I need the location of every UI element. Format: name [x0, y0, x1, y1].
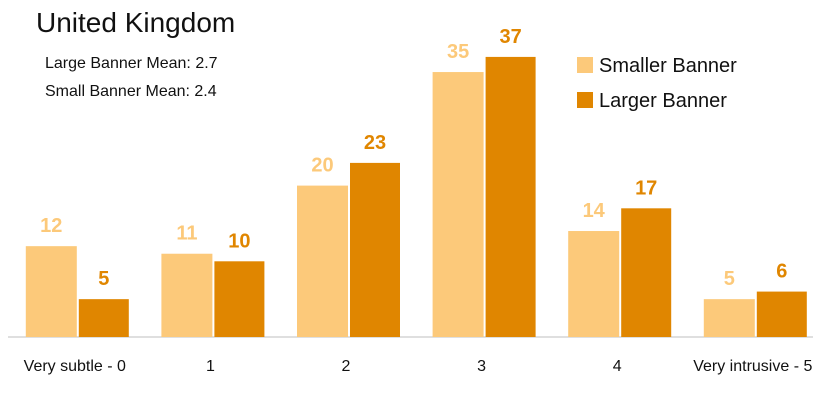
legend-swatch [577, 57, 593, 73]
chart-title: United Kingdom [36, 7, 235, 38]
bar [78, 299, 129, 337]
data-label: 37 [499, 26, 521, 48]
data-label: 11 [176, 223, 197, 245]
data-label: 20 [311, 155, 333, 177]
bar [432, 72, 484, 338]
x-tick-label: Very intrusive - 5 [693, 358, 813, 375]
bar [621, 208, 672, 337]
x-tick-label: 1 [205, 358, 215, 375]
data-label: 12 [40, 215, 62, 237]
x-tick-label: 4 [612, 358, 622, 375]
bar [350, 162, 400, 337]
x-tick-label: Very subtle - 0 [23, 358, 126, 375]
data-label: 35 [447, 41, 469, 63]
x-tick-label: 3 [477, 358, 487, 375]
bar [703, 299, 755, 337]
data-label: 5 [724, 268, 735, 290]
bar [297, 185, 348, 337]
data-label: 23 [364, 132, 386, 154]
data-label: 17 [635, 177, 657, 199]
bar [25, 246, 77, 337]
data-label: 14 [583, 200, 606, 222]
annotation: Small Banner Mean: 2.4 [45, 83, 217, 100]
annotation: Large Banner Mean: 2.7 [45, 55, 218, 72]
bar [568, 231, 620, 337]
data-label: 5 [98, 268, 109, 290]
bar [485, 56, 536, 337]
bar [756, 291, 807, 337]
x-tick-label: 2 [341, 358, 351, 375]
data-label: 6 [776, 261, 787, 283]
bar [214, 261, 265, 337]
legend-label: Larger Banner [599, 90, 727, 112]
data-label: 10 [228, 230, 250, 252]
bar [161, 253, 213, 337]
legend-swatch [577, 92, 593, 108]
legend-label: Smaller Banner [599, 55, 737, 77]
